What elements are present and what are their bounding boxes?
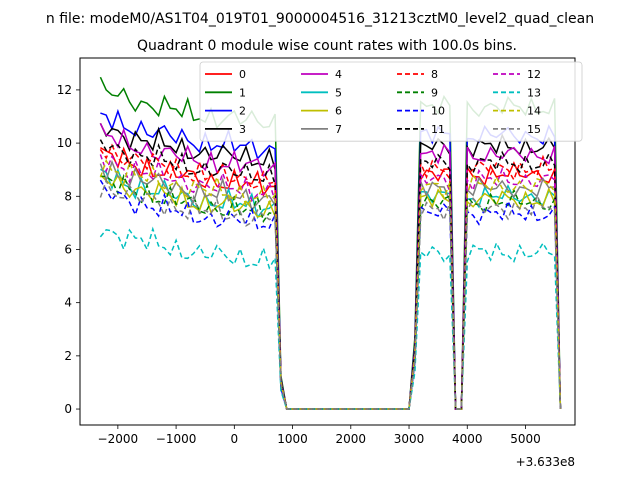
- legend-label-9: 9: [431, 86, 438, 99]
- legend-label-2: 2: [239, 105, 246, 118]
- legend-label-14: 14: [527, 105, 541, 118]
- series-line-13: [99, 226, 562, 410]
- chart-suptitle: n file: modeM0/AS1T04_019T01_9000004516_…: [46, 11, 594, 27]
- series-line-15: [99, 178, 562, 410]
- y-tick-label: 4: [64, 296, 72, 310]
- series-line-2: [100, 108, 562, 410]
- y-tick-label: 6: [64, 242, 72, 256]
- legend-label-5: 5: [335, 86, 342, 99]
- series-line-11: [99, 139, 562, 410]
- legend-label-13: 13: [527, 86, 541, 99]
- x-tick-label: 2000: [336, 432, 367, 446]
- x-tick-label: 4000: [452, 432, 483, 446]
- legend-label-1: 1: [239, 86, 246, 99]
- series-line-8: [99, 143, 562, 410]
- legend-label-6: 6: [335, 105, 342, 118]
- y-tick-label: 10: [57, 136, 72, 150]
- y-tick-label: 2: [64, 349, 72, 363]
- series-line-14: [99, 158, 562, 410]
- series-line-12: [99, 154, 562, 410]
- legend-label-7: 7: [335, 123, 342, 136]
- legend-label-4: 4: [335, 68, 342, 81]
- y-tick-label: 12: [57, 83, 72, 97]
- legend-label-0: 0: [239, 68, 246, 81]
- series-line-10: [99, 179, 562, 410]
- x-offset-text: +3.633e8: [516, 455, 575, 469]
- y-tick-label: 0: [64, 402, 72, 416]
- chart-title: Quadrant 0 module wise count rates with …: [137, 38, 517, 54]
- series-line-0: [100, 146, 562, 410]
- legend-label-3: 3: [239, 123, 246, 136]
- legend-label-10: 10: [431, 105, 445, 118]
- legend-box: [199, 61, 583, 142]
- plot-frame: [79, 57, 576, 426]
- x-tick-label: 0: [231, 432, 239, 446]
- legend-label-15: 15: [527, 123, 541, 136]
- x-tick-label: 3000: [394, 432, 425, 446]
- series-line-5: [100, 168, 562, 410]
- y-tick-label: 8: [64, 189, 72, 203]
- x-tick-label: 5000: [510, 432, 541, 446]
- x-tick-label: −2000: [98, 432, 139, 446]
- x-tick-label: 1000: [277, 432, 308, 446]
- legend-label-8: 8: [431, 68, 438, 81]
- legend-label-12: 12: [527, 68, 541, 81]
- x-tick-label: −1000: [156, 432, 197, 446]
- legend-label-11: 11: [431, 123, 445, 136]
